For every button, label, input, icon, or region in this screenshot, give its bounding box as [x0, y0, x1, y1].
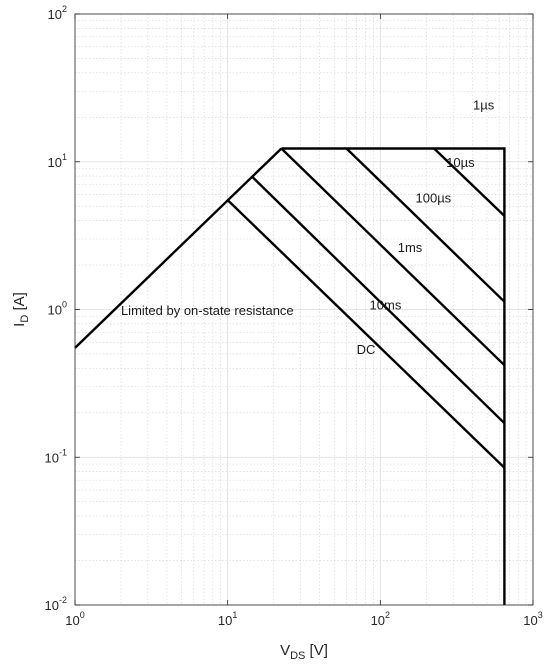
series-10-s: [433, 147, 506, 217]
annotations: Limited by on-state resistance 1µs 10µs 100…: [121, 98, 495, 357]
annotation-label: DC: [357, 342, 376, 357]
x-tick-label: 102: [371, 610, 390, 628]
series-1ms: [280, 147, 506, 367]
axis-labels: VDS [V] ID [A]: [11, 292, 328, 662]
x-axis-label: VDS [V]: [280, 642, 328, 662]
y-tick-label: 100: [48, 300, 67, 318]
series-100-s: [345, 147, 506, 303]
series-1-s: [281, 147, 506, 605]
annotation-label: 1µs: [473, 98, 495, 113]
annotation-label: 10µs: [446, 155, 475, 170]
series-10ms: [251, 176, 506, 425]
annotation-label: 10ms: [370, 298, 402, 313]
series-limited-by-on-state-resistance: [74, 147, 283, 349]
y-tick-label: 10-2: [45, 595, 67, 613]
y-tick-label: 102: [48, 4, 67, 22]
annotation-label: Limited by on-state resistance: [121, 303, 294, 318]
tick-labels: 100 101 102 103 10-2 10-1 100 101 102: [45, 4, 543, 628]
x-tick-label: 103: [523, 610, 542, 628]
y-tick-label: 10-1: [45, 447, 67, 465]
curves: [74, 147, 506, 605]
series-dc: [226, 199, 506, 469]
annotation-label: 100µs: [416, 190, 452, 205]
x-tick-label: 100: [65, 610, 84, 628]
x-tick-label: 101: [218, 610, 237, 628]
annotation-label: 1ms: [398, 240, 423, 255]
y-tick-label: 101: [48, 152, 67, 170]
y-axis-label: ID [A]: [11, 292, 31, 327]
